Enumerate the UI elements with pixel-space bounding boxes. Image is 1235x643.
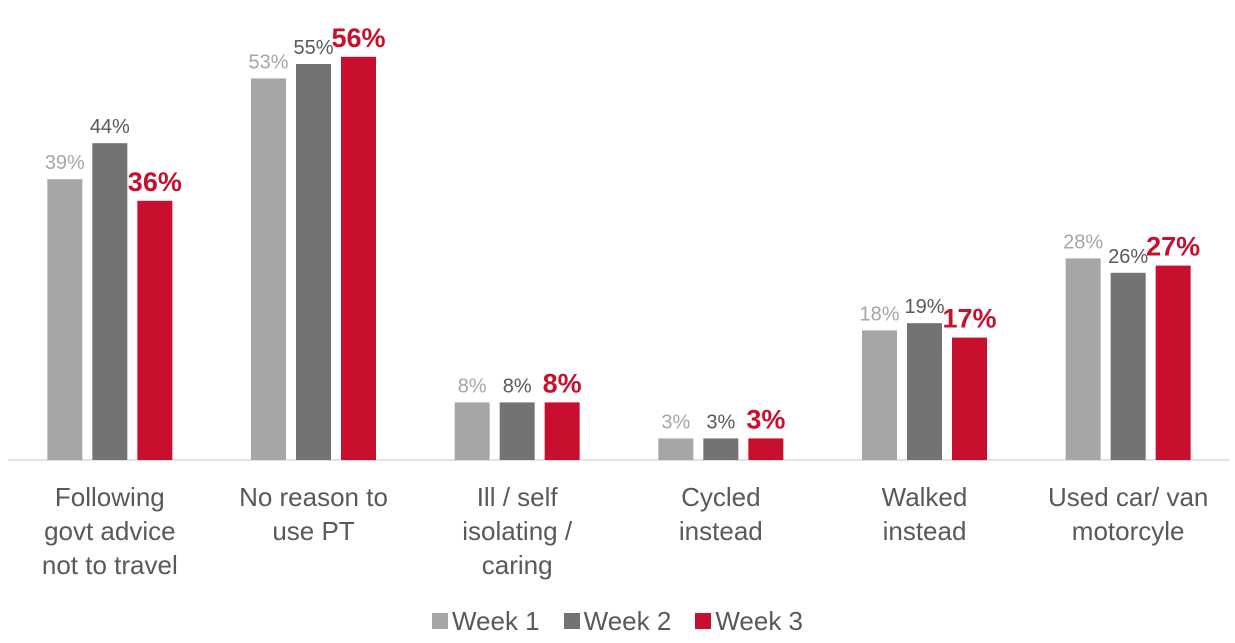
bar: [1065, 258, 1101, 460]
bar: [296, 64, 331, 460]
value-label: 36%: [128, 167, 182, 197]
legend-swatch: [695, 613, 712, 629]
category-label: No reason to use PT: [239, 482, 388, 546]
value-label: 18%: [859, 303, 899, 325]
bar: [137, 200, 173, 461]
legend-swatch: [431, 613, 448, 629]
value-label: 3%: [661, 411, 690, 433]
category-label: Ill / self isolating / caring: [462, 482, 573, 580]
value-label: 8%: [503, 375, 532, 397]
bar: [1155, 265, 1191, 460]
legend-label: Week 1: [451, 606, 540, 636]
bar: [862, 330, 897, 460]
category-label: Used car/ van motorcyle: [1047, 482, 1209, 546]
value-label: 3%: [746, 404, 785, 434]
bar: [341, 56, 376, 461]
legend-item: Week 3: [695, 606, 803, 637]
legend-item: Week 2: [563, 606, 672, 637]
bar: [92, 143, 128, 460]
bar: [251, 78, 286, 461]
value-label: 27%: [1146, 232, 1200, 262]
value-label: 39%: [45, 152, 85, 174]
chart: 39%44% 36% 53%55%56% 8% 8% 8% 3% 3% 3% 18% 19%17% 2…: [8, 23, 1230, 461]
value-label: 28%: [1063, 231, 1103, 253]
bar: [952, 337, 987, 460]
legend-label: Week 3: [715, 606, 804, 636]
bar: [47, 179, 83, 460]
value-label: 55%: [293, 37, 333, 59]
value-label: 8%: [543, 368, 582, 398]
value-label: 3%: [706, 411, 735, 433]
bar: [454, 402, 490, 460]
value-label: 8%: [458, 375, 487, 397]
value-label: 26%: [1108, 246, 1148, 268]
bar: [703, 438, 739, 460]
bar: [499, 402, 535, 460]
bar: [907, 323, 942, 460]
bar: [544, 402, 580, 460]
value-label: 44%: [90, 116, 130, 138]
value-label: 53%: [248, 51, 288, 73]
bar: [658, 438, 694, 460]
bar: [1110, 272, 1146, 460]
legend-item: Week 1: [431, 606, 540, 637]
legend: Week 1 Week 2 Week 3: [0, 606, 1235, 637]
value-label: 17%: [942, 304, 996, 334]
category-label: Cycled instead: [678, 482, 763, 546]
value-label: 56%: [331, 23, 385, 53]
legend-swatch: [563, 613, 580, 629]
bar: [748, 438, 784, 460]
category-label: Walked instead: [881, 482, 968, 546]
category-label: Following govt advice not to travel: [41, 482, 178, 580]
legend-label: Week 2: [583, 606, 672, 636]
value-label: 19%: [904, 296, 944, 318]
